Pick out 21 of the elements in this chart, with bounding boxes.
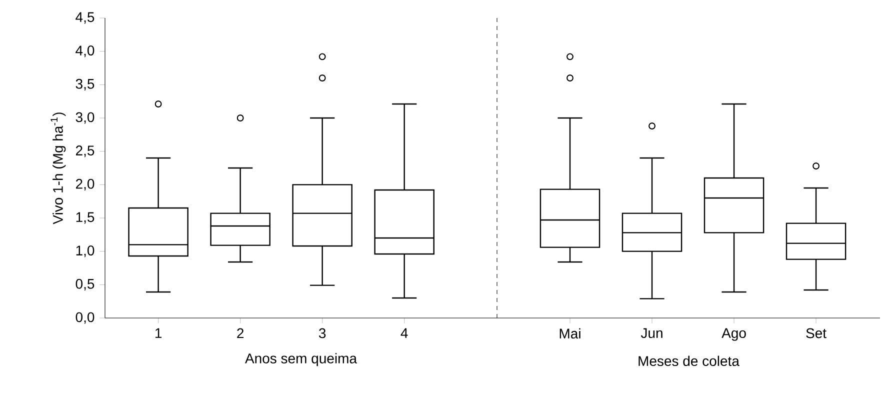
x-tick-label: 3 — [318, 328, 326, 338]
y-tick-label: 4,0 — [76, 46, 94, 58]
y-tick-label: 0,5 — [76, 278, 94, 290]
y-tick-label: 3,5 — [76, 78, 94, 90]
x-tick-label: 2 — [237, 328, 244, 338]
x-tick-label: Mai — [560, 328, 580, 339]
y-tick-label: 1,0 — [76, 246, 94, 258]
y-tick-label: 0,0 — [76, 312, 94, 324]
x-tick-label: 1 — [155, 328, 162, 338]
y-tick-label: 3,0 — [76, 112, 94, 124]
y-tick-label: 4,5 — [76, 12, 94, 24]
x-tick-label: Set — [806, 328, 826, 338]
x-tick-label: Ago — [722, 328, 746, 341]
x-tick-label: Jun — [640, 328, 662, 338]
y-tick-label: 2,0 — [76, 178, 94, 190]
y-axis-title: Vivo 1-h (Mg ha$^{-1}$) — [50, 112, 66, 224]
x-tick-label: 4 — [400, 328, 408, 338]
y-tick-label: 1,5 — [76, 212, 94, 224]
x-axis-title: Anos sem queima — [244, 353, 357, 366]
y-tick-label: 2,5 — [76, 146, 94, 158]
x-axis-title: Meses de coleta — [638, 356, 740, 366]
